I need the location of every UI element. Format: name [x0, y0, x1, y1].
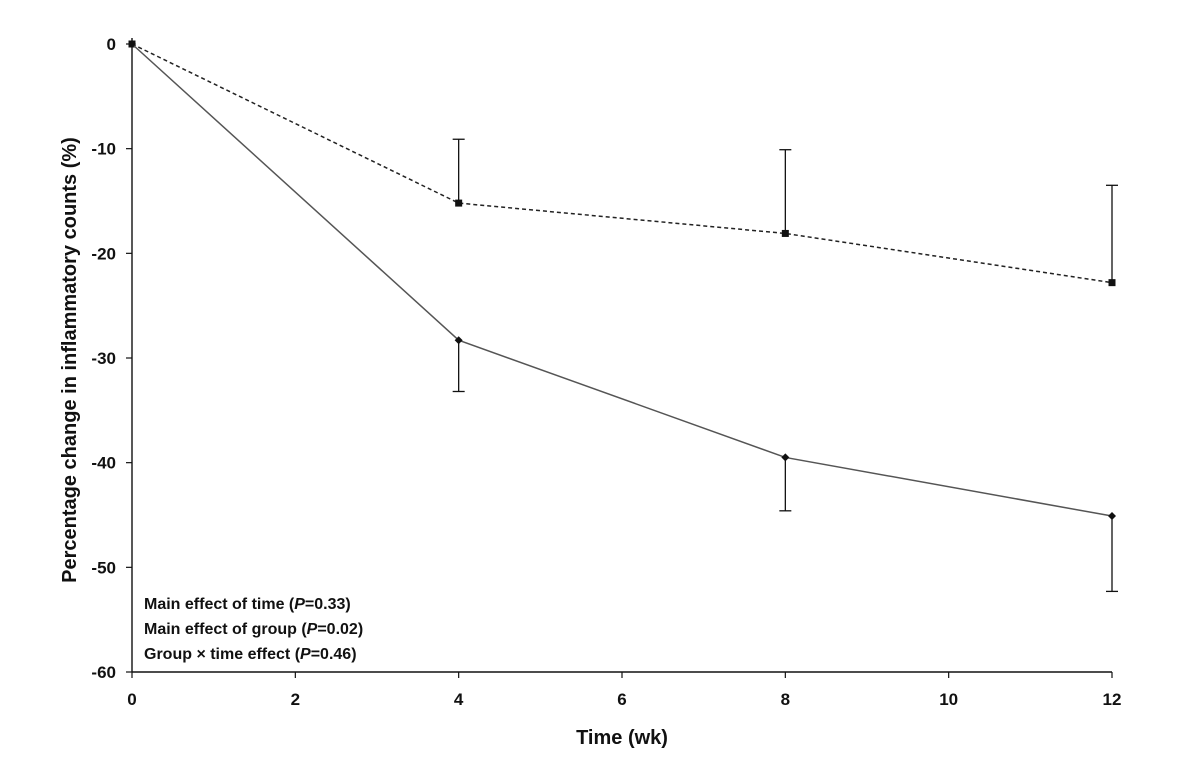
annotation-line: Main effect of time (P=0.33) [144, 596, 351, 613]
y-tick-label: -40 [91, 454, 116, 473]
statistics-annotations: Main effect of time (P=0.33)Main effect … [144, 596, 363, 663]
data-point [128, 40, 136, 48]
annotation-p-symbol: P [300, 646, 311, 663]
x-tick-label: 10 [939, 690, 958, 709]
annotation-p-symbol: P [307, 621, 318, 638]
x-tick-label: 4 [454, 690, 464, 709]
series-line [131, 43, 1113, 517]
series-line [131, 43, 1113, 284]
annotation-prefix: Main effect of group ( [144, 621, 307, 638]
y-tick-label: -60 [91, 663, 116, 682]
annotation-suffix: =0.33) [305, 596, 351, 613]
x-tick-label: 8 [781, 690, 790, 709]
x-axis-ticks: 0 2 4 6 8 10 12 [127, 672, 1121, 709]
y-axis-ticks: 0 -10 -20 -30 -40 -50 -60 [91, 35, 132, 682]
series-1 [128, 40, 1118, 287]
y-tick-label: 0 [107, 35, 116, 54]
x-tick-label: 0 [127, 690, 136, 709]
annotation-line: Main effect of group (P=0.02) [144, 621, 363, 638]
y-tick-label: -20 [91, 244, 116, 263]
annotation-line: Group × time effect (P=0.46) [144, 646, 357, 663]
series-2 [128, 40, 1118, 593]
axes [131, 38, 1112, 673]
y-axis-title: Percentage change in inflammatory counts… [59, 137, 81, 583]
y-tick-label: -30 [91, 349, 116, 368]
annotation-p-symbol: P [294, 596, 305, 613]
y-tick-label: -10 [91, 140, 116, 159]
data-point [781, 453, 790, 462]
data-point [1108, 512, 1116, 521]
annotation-prefix: Main effect of time ( [144, 596, 295, 613]
x-axis-title: Time (wk) [576, 727, 668, 749]
y-tick-label: -50 [91, 558, 116, 577]
x-tick-label: 12 [1103, 690, 1122, 709]
data-point [455, 199, 463, 207]
x-tick-label: 2 [291, 690, 300, 709]
annotation-suffix: =0.02) [317, 621, 363, 638]
series-layer [128, 40, 1118, 593]
x-tick-label: 6 [617, 690, 626, 709]
data-point [1108, 279, 1116, 287]
data-point [454, 336, 463, 345]
data-point [781, 229, 789, 237]
annotation-prefix: Group × time effect ( [144, 646, 301, 663]
annotation-suffix: =0.46) [311, 646, 357, 663]
